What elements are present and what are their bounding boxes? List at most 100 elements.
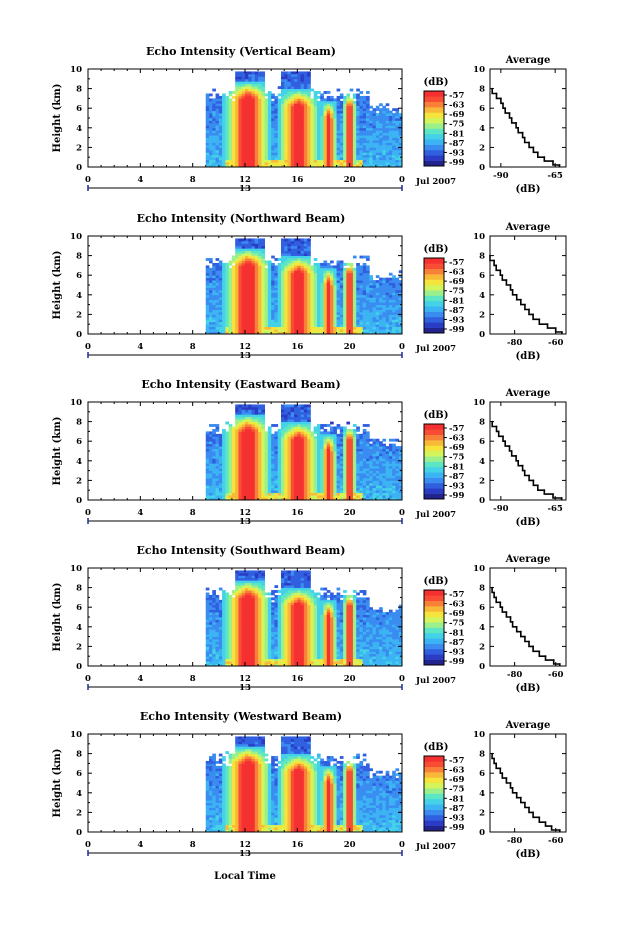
heatmap-cell [284,144,288,148]
heatmap-cell [330,321,334,325]
heatmap-cell [343,127,347,131]
heatmap-cell [277,110,282,114]
heatmap-cell [310,292,315,296]
heatmap-cell [313,105,318,109]
heatmap-cell [271,140,275,143]
heatmap-cell [235,409,239,413]
heatmap-cell [369,152,373,156]
heatmap-cell [241,433,246,437]
heatmap-cell [274,438,279,442]
heatmap-cell [349,319,354,323]
heatmap-cell [382,120,387,124]
heatmap-cell [385,108,390,112]
heatmap-cell [369,311,373,315]
heatmap-cell [245,433,249,437]
heatmap-cell [359,314,364,318]
heatmap-cell [205,326,210,330]
heatmap-cell [245,81,249,85]
heatmap-cell [280,78,285,82]
heatmap-cell [300,142,305,146]
heatmap-cell [248,441,252,445]
heatmap-cell [375,314,380,318]
heatmap-cell [254,76,259,80]
heatmap-cell [205,460,210,464]
heatmap-cell [284,238,288,242]
heatmap-cell [346,125,351,129]
heatmap-cell [333,329,337,332]
heatmap-cell [267,103,272,107]
profile-line [489,255,563,334]
heatmap-cell [336,265,341,269]
heatmap-cell [215,115,220,119]
heatmap-cell [241,164,246,168]
heatmap-cell [271,311,275,315]
heatmap-cell [212,272,216,276]
heatmap-cell [212,88,216,92]
heatmap-cell [258,130,262,134]
heatmap-cell [205,463,210,467]
heatmap-cell [326,299,331,303]
heatmap-cell [284,475,288,479]
heatmap-cell [349,280,354,283]
heatmap-cell [225,443,230,447]
heatmap-cell [280,250,285,254]
heatmap-cell [248,152,252,156]
heatmap-cell [343,319,347,323]
heatmap-cell [238,240,243,244]
heatmap-cell [261,108,266,112]
heatmap-cell [209,475,213,479]
heatmap-cell [287,470,292,474]
heatmap-cell [366,307,370,310]
heatmap-cell [284,277,288,281]
heatmap-cell [222,495,226,498]
heatmap-cell [254,287,259,291]
heatmap-cell [339,294,344,298]
heatmap-cell [238,122,243,126]
heatmap-cell [277,480,282,484]
heatmap-cell [245,329,249,332]
heatmap-cell [349,130,354,134]
heatmap-cell [320,314,324,318]
heatmap-cell [271,294,275,298]
heatmap-cell [336,292,341,296]
heatmap-cell [218,132,223,136]
heatmap-cell [245,248,249,252]
heatmap-cell [316,105,321,109]
heatmap-cell [287,98,292,102]
heatmap-cell [235,287,239,291]
heatmap-cell [241,118,246,121]
heatmap-cell [261,280,266,283]
heatmap-cell [274,480,279,484]
heatmap-cell [215,436,220,440]
heatmap-cell [267,311,272,315]
heatmap-cell [238,78,243,82]
heatmap-cell [228,149,233,153]
heatmap-cell [274,455,279,459]
heatmap-cell [284,453,288,457]
heatmap-cell [346,289,351,293]
heatmap-cell [251,76,256,80]
heatmap-cell [300,326,305,330]
heatmap-cell [316,118,321,121]
heatmap-cell [231,137,236,141]
heatmap-cell [346,118,351,121]
heatmap-cell [339,164,344,168]
heatmap-cell [231,149,236,153]
heatmap-cell [258,446,262,449]
heatmap-cell [241,443,246,447]
heatmap-cell [280,255,285,259]
heatmap-cell [215,441,220,445]
heatmap-cell [303,304,308,308]
heatmap-cell [271,152,275,156]
heatmap-cell [251,113,256,116]
heatmap-cell [215,93,220,97]
heatmap-cell [267,441,272,445]
heatmap-cell [294,321,298,325]
heatmap-cell [392,140,396,143]
heatmap-cell [209,280,213,283]
heatmap-cell [222,132,226,136]
heatmap-cell [284,329,288,332]
heatmap-cell [297,329,301,332]
heatmap-cell [287,248,292,252]
heatmap-cell [287,302,292,305]
